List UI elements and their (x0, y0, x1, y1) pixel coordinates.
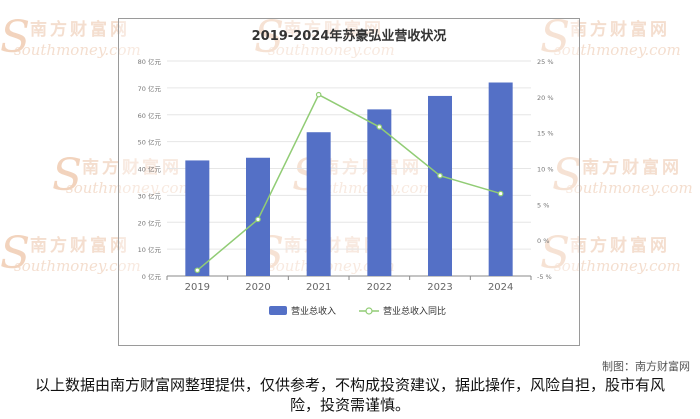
chart-frame: 2019-2024年苏豪弘业营收状况 0 亿元 10 亿元 20 亿元 30 亿元 40… (118, 18, 580, 346)
y-left-tick-label: 50 亿元 (138, 138, 162, 147)
y-right-tick-label: 20 % (537, 94, 554, 102)
legend-swatch-bar (269, 306, 287, 315)
watermark-s: S (52, 150, 83, 201)
y-left-tick-label: 40 亿元 (138, 165, 162, 174)
line-营业总收入同比 (196, 93, 501, 271)
y-left-tick-label: 10 亿元 (138, 245, 162, 254)
x-tick-label: 2020 (245, 282, 270, 293)
bar-营业总收入 (488, 82, 513, 276)
line-point (376, 124, 383, 130)
y-left-tick-label: 0 亿元 (142, 272, 162, 281)
line-point (194, 267, 201, 274)
line-point (437, 172, 443, 179)
x-tick-label: 2021 (306, 282, 331, 293)
bar-营业总收入 (428, 95, 452, 276)
line-point (255, 216, 261, 223)
x-tick-label: 2023 (427, 282, 452, 293)
legend-label-line: 营业总收入同比 (383, 305, 446, 317)
bar-营业总收入 (367, 109, 392, 276)
y-left-tick-label: 80 亿元 (138, 57, 162, 66)
y-left-tick-label: 70 亿元 (138, 84, 162, 93)
bar-营业总收入 (306, 132, 331, 276)
legend-label-bar: 营业总收入 (291, 305, 336, 317)
y-right-tick-label: 25 % (537, 58, 554, 66)
y-right-tick-label: 15 % (537, 130, 554, 138)
y-left-tick-label: 20 亿元 (138, 218, 162, 227)
legend-swatch-line-point (365, 307, 373, 315)
watermark-s: S (0, 228, 31, 279)
y-right-tick-label: 10 % (537, 166, 554, 174)
chart-credit: 制图：南方财富网 (602, 360, 690, 373)
bar-营业总收入 (185, 160, 210, 276)
y-right-tick-label: -5 % (537, 273, 552, 281)
chart-title: 2019-2024年苏豪弘业营收状况 (251, 29, 447, 44)
x-tick-label: 2024 (488, 282, 513, 293)
chart-plot: 0 亿元 10 亿元 20 亿元 30 亿元 40 亿元 50 亿元 60 亿元 70 亿元 8… (138, 57, 554, 317)
y-right-tick-label: 5 % (537, 201, 549, 209)
x-tick-label: 2022 (367, 282, 392, 293)
y-right-tick-label: 0 % (537, 237, 549, 245)
line-point (497, 190, 504, 197)
watermark-s: S (0, 12, 31, 63)
disclaimer-text: 以上数据由南方财富网整理提供，仅供参考，不构成投资建议，据此操作，风险自担，股市… (34, 376, 665, 414)
y-left-tick-label: 60 亿元 (138, 111, 162, 120)
line-point (315, 91, 322, 98)
x-tick-label: 2019 (185, 282, 210, 293)
y-left-tick-label: 30 亿元 (138, 191, 162, 200)
